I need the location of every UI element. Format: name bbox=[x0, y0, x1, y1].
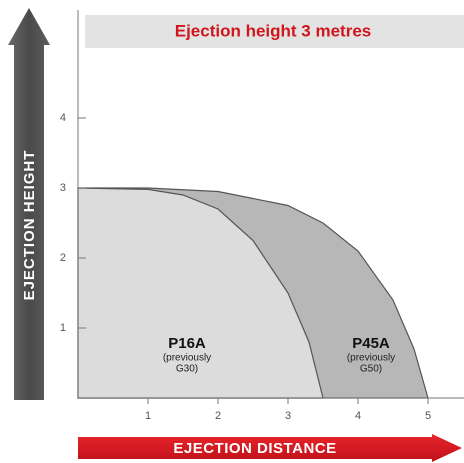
chart-title: Ejection height 3 metres bbox=[175, 21, 372, 40]
x-arrow bbox=[78, 434, 462, 462]
y-tick-label: 1 bbox=[60, 322, 66, 334]
y-axis-label: EJECTION HEIGHT bbox=[21, 150, 38, 301]
y-tick-label: 4 bbox=[60, 112, 66, 124]
series-sublabel: G30) bbox=[176, 364, 198, 375]
title-bar bbox=[85, 15, 464, 48]
x-tick-label: 4 bbox=[355, 410, 361, 422]
x-tick-label: 1 bbox=[145, 410, 151, 422]
x-tick-label: 3 bbox=[285, 410, 291, 422]
y-tick-label: 2 bbox=[60, 252, 66, 264]
y-tick-label: 3 bbox=[60, 182, 66, 194]
area bbox=[77, 187, 324, 399]
series-sublabel: (previously bbox=[163, 353, 211, 364]
y-arrow bbox=[8, 8, 50, 400]
series-label: P16A bbox=[168, 335, 206, 352]
x-tick-label: 5 bbox=[425, 410, 431, 422]
x-axis-label: EJECTION DISTANCE bbox=[173, 440, 336, 457]
series-sublabel: (previously bbox=[347, 353, 395, 364]
series-sublabel: G50) bbox=[360, 364, 382, 375]
x-tick-label: 2 bbox=[215, 410, 221, 422]
series-label: P45A bbox=[352, 335, 390, 352]
